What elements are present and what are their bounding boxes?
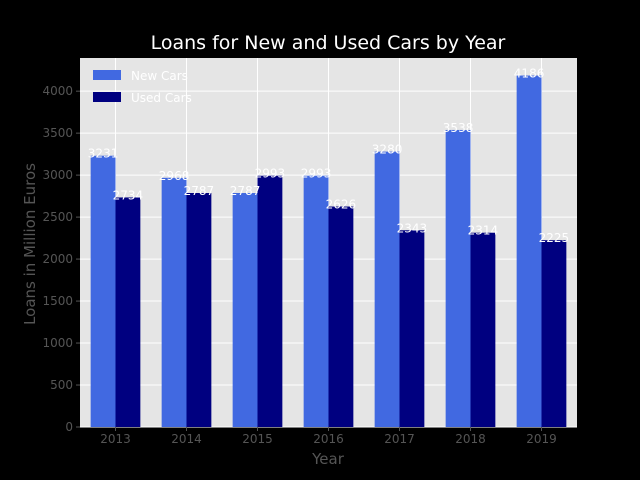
y-tick-label: 3500 [42,126,73,140]
bar-value-label: 2993 [255,167,286,181]
y-tick-label: 2000 [42,252,73,266]
x-tick-label: 2014 [171,432,202,446]
x-tick-label: 2013 [100,432,131,446]
y-tick-label: 0 [65,420,73,434]
x-axis-label: Year [311,450,345,468]
bar-value-label: 2734 [113,188,144,202]
bar-value-label: 2787 [230,184,261,198]
bar-value-label: 2343 [397,221,428,235]
x-tick-label: 2016 [313,432,344,446]
bar-new-cars [232,193,258,427]
bar-value-label: 2993 [301,167,332,181]
legend-swatch [93,70,121,80]
x-tick-label: 2019 [526,432,557,446]
x-tick-label: 2018 [455,432,486,446]
bar-new-cars [90,155,116,427]
bar-new-cars [303,175,329,427]
legend: New Cars Used Cars [93,69,192,105]
x-tick-label: 2015 [242,432,273,446]
bar-used-cars [115,197,141,427]
bars [90,75,567,428]
bar-new-cars [161,177,187,427]
bar-used-cars [186,193,212,427]
y-tick-label: 500 [50,378,73,392]
y-tick-label: 3000 [42,168,73,182]
legend-swatch [93,92,121,102]
y-axis-ticks: 0 500 1000 1500 2000 2500 3000 3500 4000 [42,84,80,434]
bar-new-cars [516,75,542,428]
chart-title: Loans for New and Used Cars by Year [151,32,506,54]
bar-value-label: 2626 [326,198,357,212]
bar-value-label: 3538 [443,121,474,135]
y-tick-label: 1500 [42,294,73,308]
x-axis-ticks: 2013 2014 2015 2016 2017 2018 2019 [100,427,557,446]
bar-new-cars [445,129,471,428]
bar-value-label: 2314 [468,224,499,238]
y-tick-label: 1000 [42,336,73,350]
bar-used-cars [257,175,283,427]
bar-new-cars [374,151,400,428]
legend-label: Used Cars [131,91,192,105]
legend-label: New Cars [131,69,188,83]
bar-used-cars [470,232,496,427]
y-axis-label: Loans in Million Euros [21,163,39,325]
bar-used-cars [399,230,425,427]
bar-value-label: 3231 [88,147,119,161]
bar-used-cars [541,240,567,427]
bar-value-label: 3280 [372,143,403,157]
y-tick-label: 2500 [42,210,73,224]
x-tick-label: 2017 [384,432,415,446]
bar-used-cars [328,206,354,427]
bar-value-label: 2787 [184,184,215,198]
bar-value-label: 2968 [159,169,190,183]
bar-value-label: 2225 [539,231,570,245]
y-tick-label: 4000 [42,84,73,98]
bar-value-label: 4186 [514,67,545,81]
